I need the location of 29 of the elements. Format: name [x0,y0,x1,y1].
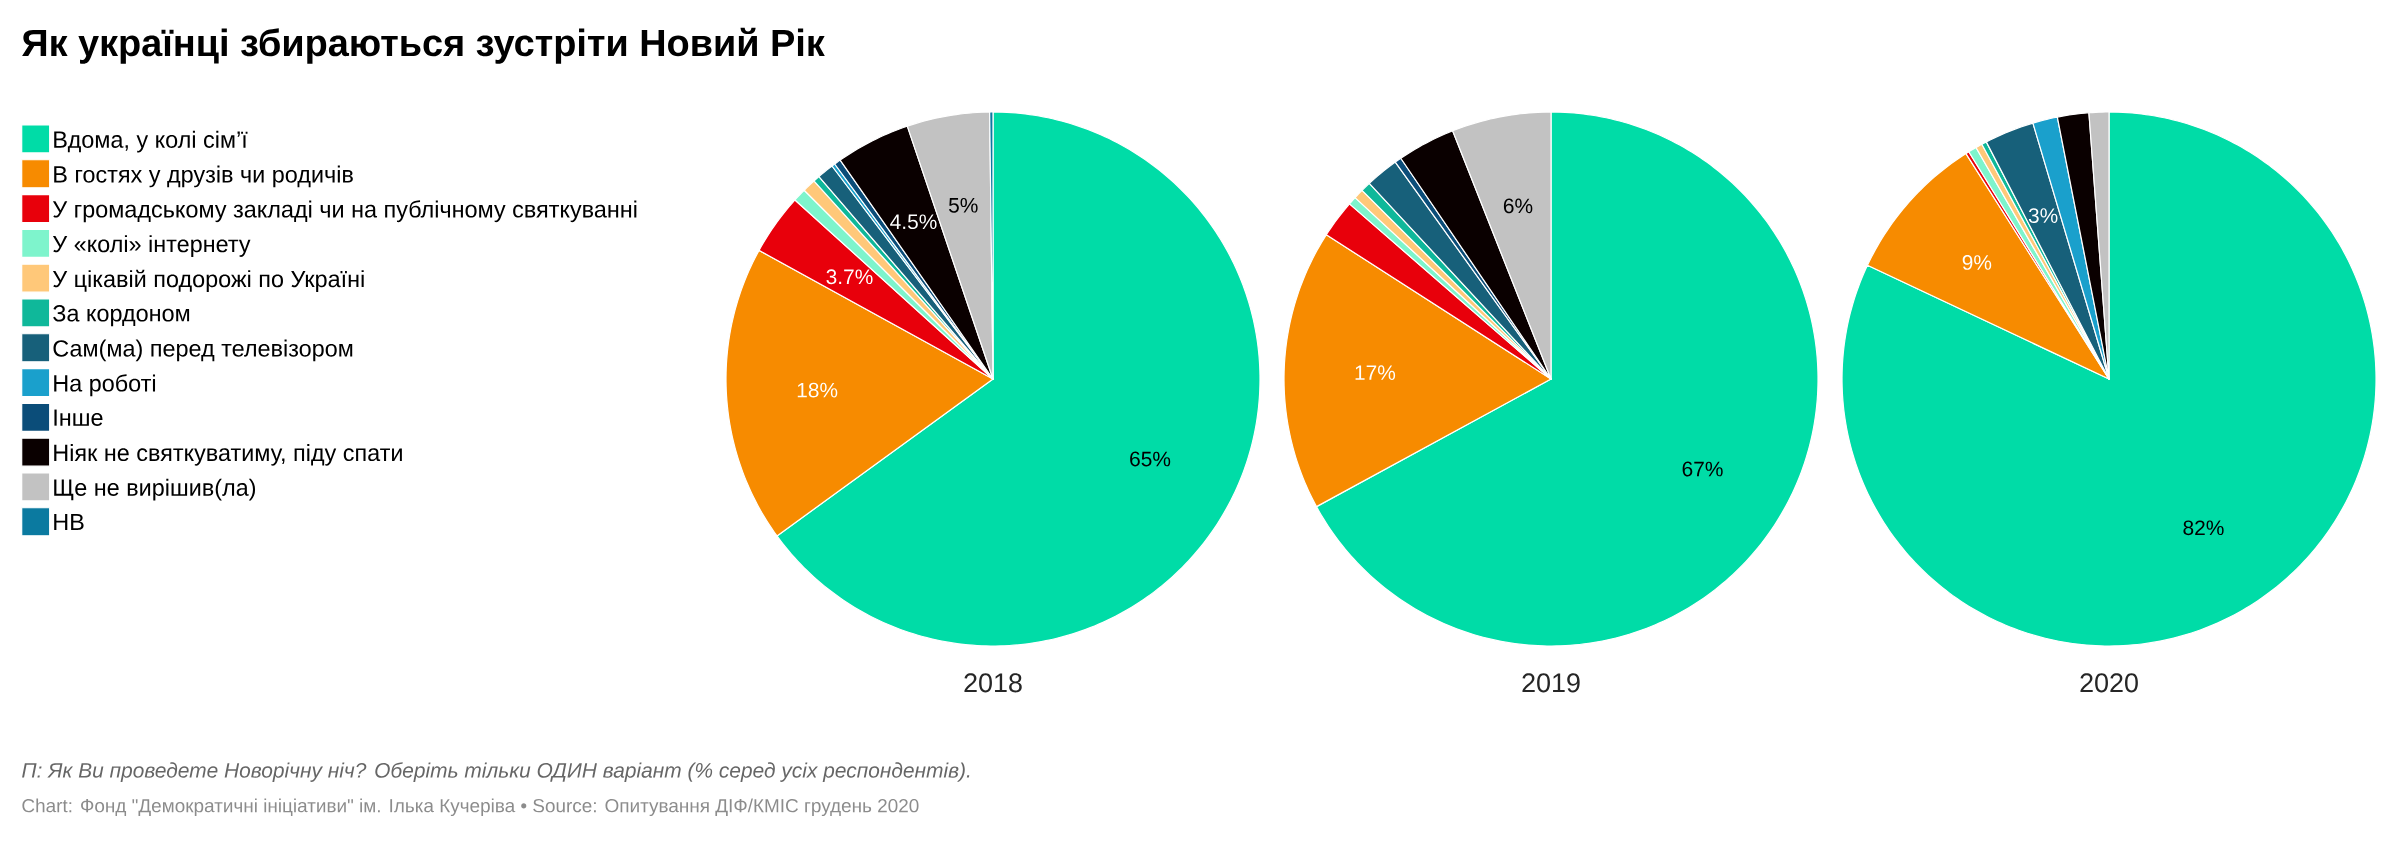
legend-label: НВ [54,513,84,531]
legend-label: На роботі [54,374,156,397]
data-label: 4.5% [890,214,937,230]
text: 2018 [964,673,1022,693]
data-label: 17% [1355,365,1396,380]
legend-label: У «колі» інтернету [52,235,251,257]
data-label: 67% [1682,461,1723,477]
chart-title: Як українці збираються зустріти Новий Рік [22,27,825,64]
legend-label: Сам(ма) перед телевізором [53,339,353,362]
data-label: 5% [948,197,978,213]
data-label: 3% [2028,208,2058,223]
data-label: 3.7% [826,269,873,285]
text: 2019 [1522,673,1580,693]
legend-label: В гостях у друзів чи родичів [54,165,353,188]
data-label: 65% [1130,451,1171,467]
text: 2020 [2080,673,2138,693]
legend-label: У цікавій подорожі по Україні [52,269,364,292]
data-label: 18% [797,382,838,398]
legend-label: Ще не вирішив(ла) [54,478,256,501]
legend-label: Ніяк не святкуватиму, піду спати [54,443,402,466]
text: Chart: Фонд "Демократичні ініціативи" ім. Ілька Кучеріва • Source: Опитування ДІФ/КМІС грудень 2020 [22,798,919,817]
legend-label: За кордоном [53,305,190,327]
legend-label: У громадському закладі чи на публічному святкуванні [52,200,637,223]
data-label: 6% [1503,198,1533,214]
legend-label: Вдома, у колі сім’ї [54,130,248,153]
data-label: 82% [2183,520,2224,536]
data-label: 9% [1962,255,1992,270]
text: П: Як Ви проведете Новорічну ніч? Оберіть тільки ОДИН варіант (% серед усіх респондентів). [22,762,970,782]
legend-label: Інше [54,409,103,426]
